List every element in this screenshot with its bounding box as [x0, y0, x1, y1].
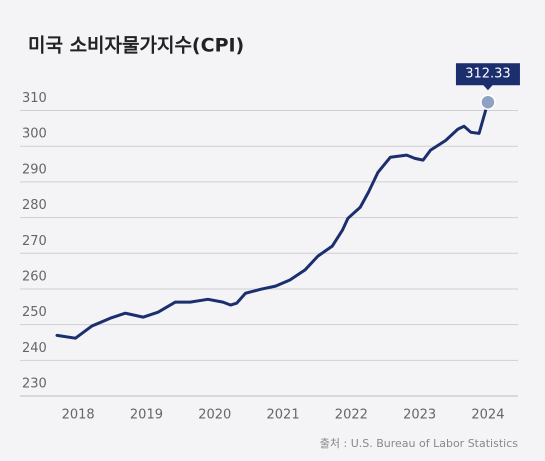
value-label-pointer	[482, 84, 493, 91]
x-tick-label: 2024	[471, 408, 504, 423]
x-tick-label: 2019	[130, 408, 163, 423]
line-series	[55, 100, 490, 340]
y-tick-label: 280	[22, 198, 47, 213]
x-tick-label: 2021	[267, 408, 300, 423]
y-tick-label: 230	[22, 377, 47, 392]
y-tick-label: 290	[22, 162, 47, 177]
y-tick-label: 250	[22, 305, 47, 320]
y-tick-label: 310	[22, 91, 47, 106]
chart-title: 미국 소비자물가지수(CPI)	[28, 35, 244, 57]
highlight-point	[480, 94, 496, 110]
value-label-box	[455, 63, 520, 86]
y-tick-label: 260	[22, 269, 47, 284]
x-tick-label: 2023	[403, 408, 436, 423]
x-tick-label: 2018	[62, 408, 95, 423]
y-tick-label: 300	[22, 127, 47, 142]
y-tick-label: 270	[22, 234, 47, 249]
source-note: 출처 : U.S. Bureau of Labor Statistics	[320, 437, 518, 450]
x-tick-label: 2020	[198, 408, 231, 423]
y-tick-label: 240	[22, 341, 47, 356]
x-tick-label: 2022	[335, 408, 368, 423]
value-label: 312.33	[465, 67, 511, 82]
